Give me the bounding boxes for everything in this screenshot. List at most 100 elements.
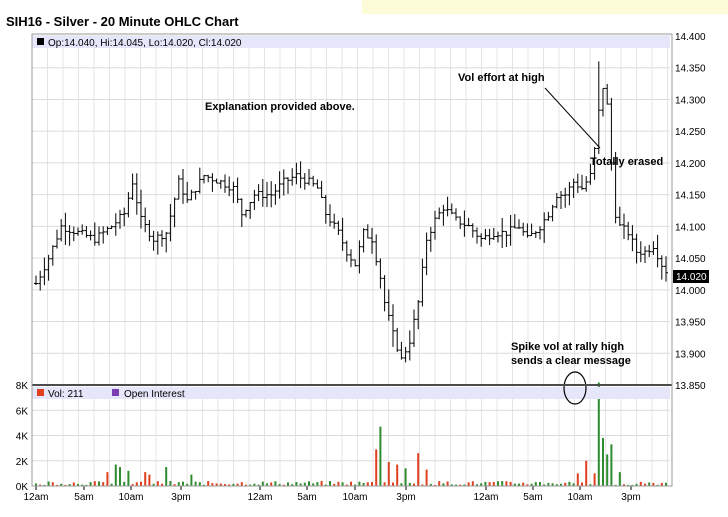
volume-bar: [539, 482, 541, 486]
x-tick-label: 10am: [342, 492, 367, 503]
volume-bar: [597, 382, 600, 486]
volume-bar: [371, 482, 373, 486]
volume-bar: [480, 483, 483, 486]
volume-bar: [89, 482, 92, 486]
x-tick-label: 12am: [473, 492, 498, 503]
volume-bar: [161, 483, 163, 486]
volume-bar: [572, 483, 575, 486]
y-tick-label: 13.950: [675, 318, 706, 329]
x-tick-label: 10am: [118, 492, 143, 503]
volume-bar: [606, 454, 609, 486]
volume-bar: [631, 484, 634, 486]
annotation-spike-vol-line1: Spike vol at rally high: [511, 341, 624, 353]
x-tick-label: 12am: [247, 492, 272, 503]
volume-bar: [635, 483, 638, 486]
volume-bar: [560, 483, 562, 486]
volume-bar: [534, 482, 537, 486]
volume-bar: [387, 462, 390, 486]
volume-bar: [442, 483, 445, 486]
volume-bar: [72, 482, 75, 486]
volume-bar: [135, 482, 138, 486]
x-tick-label: 12am: [23, 492, 48, 503]
volume-bar: [568, 481, 571, 486]
volume-bar: [551, 483, 554, 486]
volume-bar: [152, 483, 155, 486]
top-highlight-band: [362, 0, 728, 14]
volume-bar: [119, 467, 121, 486]
y-tick-label: 13.850: [675, 381, 706, 392]
volume-bar: [400, 483, 403, 486]
spike-vol-circle: [563, 371, 587, 405]
volume-bar: [198, 482, 201, 486]
annotation-vol-effort: Vol effort at high: [458, 72, 545, 84]
volume-bar: [446, 481, 449, 486]
y-tick-label: 14.350: [675, 64, 706, 75]
volume-bar: [366, 482, 369, 486]
volume-bar: [64, 484, 67, 486]
annotation-spike-vol-line2: sends a clear message: [511, 355, 631, 367]
volume-bar: [660, 482, 663, 486]
last-price-box: [673, 270, 709, 283]
axis-layer: 14.400 14.350 14.300 14.250 14.200 14.150 14.1…: [16, 32, 706, 503]
volume-bar: [333, 483, 336, 486]
volume-bar: [39, 484, 42, 486]
y-tick-label: 14.300: [675, 95, 706, 106]
volume-bar: [644, 483, 646, 486]
volume-bar: [358, 481, 361, 486]
volume-bar: [492, 482, 495, 486]
volume-bar: [240, 482, 243, 486]
volume-bar: [547, 482, 550, 486]
volume-pane-frame: [31, 384, 673, 487]
volume-bar: [287, 482, 289, 486]
volume-bar: [421, 484, 424, 486]
volume-bar: [77, 483, 79, 486]
volume-bars-layer: [35, 382, 667, 486]
x-tick-label: 5am: [523, 492, 542, 503]
volume-bar: [413, 483, 415, 486]
volume-bar: [308, 481, 310, 486]
volume-bar: [329, 481, 331, 486]
volume-bar: [471, 481, 474, 486]
y-tick-label: 14.200: [675, 159, 706, 170]
volume-bar: [434, 484, 436, 486]
volume-bar: [501, 481, 504, 486]
volume-bar: [488, 482, 491, 486]
volume-bar: [316, 482, 319, 486]
volume-bar: [543, 484, 546, 486]
volume-bar: [350, 481, 352, 486]
x-tick-label: 3pm: [621, 492, 640, 503]
volume-bar: [450, 484, 453, 486]
volume-bar: [35, 483, 37, 486]
price-bars-layer: [34, 61, 668, 363]
volume-bar: [219, 483, 222, 486]
volume-bar: [114, 464, 117, 486]
last-price-label: 14.020: [676, 272, 707, 283]
y-tick-label: 14.050: [675, 254, 706, 265]
volume-bar: [497, 481, 499, 486]
volume-bar: [379, 426, 382, 486]
volume-bar: [165, 467, 168, 486]
volume-bar: [236, 483, 239, 486]
volume-bar: [526, 484, 529, 486]
y-tick-label: 14.250: [675, 127, 706, 138]
volume-bar: [194, 481, 197, 486]
volume-bar: [110, 483, 113, 486]
volume-bar: [156, 481, 159, 486]
volume-bar: [47, 481, 50, 486]
volume-bar: [513, 483, 516, 486]
volume-bar: [581, 482, 583, 486]
volume-bar: [249, 484, 252, 486]
volume-bar: [173, 484, 176, 486]
volume-bar: [665, 482, 667, 486]
volume-bar: [341, 482, 344, 486]
volume-bar: [555, 484, 558, 486]
volume-bar: [459, 484, 462, 486]
chart-title: SIH16 - Silver - 20 Minute OHLC Chart: [6, 14, 239, 29]
volume-bar: [396, 464, 399, 486]
price-legend-band: [32, 36, 670, 48]
volume-bar: [278, 483, 281, 486]
volume-bar: [404, 468, 407, 486]
volume-bar: [85, 484, 88, 486]
volume-bar: [190, 474, 193, 486]
